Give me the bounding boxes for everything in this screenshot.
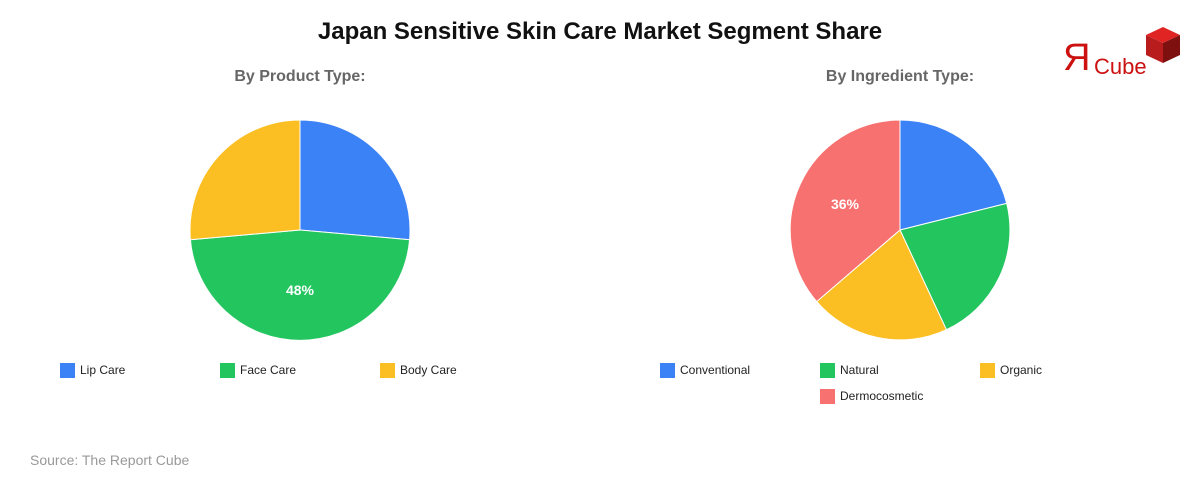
- slice-lip-care[interactable]: [299, 119, 411, 241]
- source-note: Source: The Report Cube: [30, 452, 190, 468]
- legend-item-conventional[interactable]: Conventional: [660, 362, 750, 378]
- slice-conventional[interactable]: [899, 119, 1008, 231]
- legend-label: Organic: [1000, 363, 1043, 377]
- legend-swatch-green: [220, 362, 235, 378]
- legend-swatch-blue: [60, 362, 75, 378]
- legend-swatch-yellow: [380, 362, 395, 378]
- legend-item-dermocosmetic[interactable]: Dermocosmetic: [820, 388, 923, 404]
- slice-body-care[interactable]: [189, 119, 301, 241]
- slice-natural[interactable]: [899, 202, 1011, 331]
- legend-item-face-care[interactable]: Face Care: [220, 362, 296, 378]
- legend-label: Dermocosmetic: [840, 389, 924, 403]
- legend-swatch-green: [820, 362, 835, 378]
- slice-organic[interactable]: [815, 229, 948, 341]
- report-cube-logo: R Cube: [1060, 25, 1185, 85]
- dermocosmetic-percent-label: 36%: [831, 196, 860, 212]
- legend-label: Body Care: [400, 363, 457, 377]
- legend-item-lip-care[interactable]: Lip Care: [60, 362, 125, 378]
- product-type-pie-chart: 48%: [189, 119, 411, 341]
- legend-label: Conventional: [680, 363, 751, 377]
- slice-face-care[interactable]: [189, 229, 411, 341]
- legend-swatch-yellow: [980, 362, 995, 378]
- cube-icon: [1146, 27, 1180, 63]
- legend-item-organic[interactable]: Organic: [980, 362, 1042, 378]
- legend-label: Natural: [840, 363, 879, 377]
- legend-swatch-blue: [660, 362, 675, 378]
- product-type-subtitle: By Product Type:: [234, 68, 366, 85]
- slice-dermocosmetic[interactable]: [789, 119, 901, 303]
- legend-label: Face Care: [240, 363, 297, 377]
- chart-title: Japan Sensitive Skin Care Market Segment…: [317, 18, 883, 45]
- legend-label: Lip Care: [80, 363, 126, 377]
- face-care-percent-label: 48%: [286, 282, 315, 298]
- ingredient-type-pie-chart: 36%: [789, 119, 1011, 341]
- legend-swatch-red: [820, 388, 835, 404]
- legend-item-body-care[interactable]: Body Care: [380, 362, 457, 378]
- logo-text: Cube: [1094, 54, 1147, 79]
- ingredient-type-subtitle: By Ingredient Type:: [825, 68, 975, 85]
- legend-item-natural[interactable]: Natural: [820, 362, 879, 378]
